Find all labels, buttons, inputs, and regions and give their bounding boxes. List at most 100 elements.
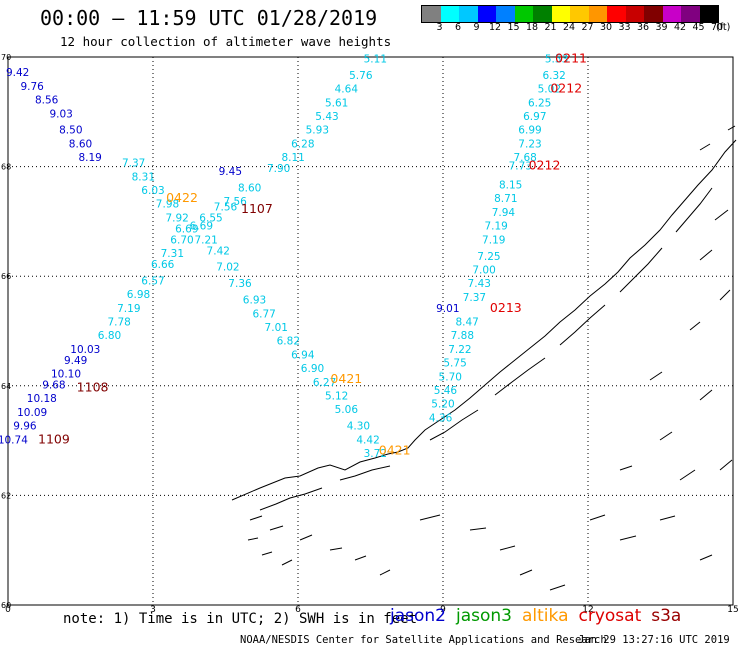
wave-height-value: 9.76 <box>20 81 44 93</box>
legend-cryosat: cryosat <box>578 606 642 626</box>
wave-height-value: 8.50 <box>59 125 82 137</box>
wave-height-value: 6.80 <box>98 330 121 342</box>
colorbar-swatch <box>440 6 459 22</box>
colorbar-swatch <box>477 6 496 22</box>
colorbar <box>421 5 719 23</box>
colorbar-swatch <box>625 6 644 22</box>
colorbar-label: 9 <box>473 22 480 33</box>
colorbar-label: 30 <box>599 22 613 33</box>
wave-height-value: 7.43 <box>468 278 491 290</box>
pass-time-labels: 0211 0212 0212 0213 0422 1107 0421 0421 1108 1109 <box>38 50 587 457</box>
wave-height-value: 6.97 <box>523 111 546 123</box>
wave-height-value: 6.32 <box>542 70 565 82</box>
wave-height-value: 4.36 <box>429 412 453 424</box>
satellite-legend: jason2 jason3 altika cryosat s3a <box>390 606 691 626</box>
colorbar-swatch <box>588 6 607 22</box>
wave-height-value: 7.37 <box>122 158 145 170</box>
wave-height-value: 7.73 <box>509 160 532 172</box>
wave-height-value: 5.06 <box>335 404 359 416</box>
wave-height-value: 6.57 <box>141 275 164 287</box>
colorbar-label: 12 <box>488 22 502 33</box>
pass-time-label: 0421 <box>379 442 411 457</box>
map-frame <box>7 56 734 606</box>
wave-height-value: 3.72 <box>364 448 387 460</box>
wave-height-value: 7.88 <box>451 330 474 342</box>
colorbar-label: 27 <box>581 22 594 33</box>
axis-tick-labels: 0 3 6 9 12 15 60 62 64 66 68 70 <box>1 53 739 615</box>
wave-height-value: 7.92 <box>165 212 188 224</box>
colorbar-swatch <box>551 6 570 22</box>
wave-height-value: 7.31 <box>161 248 184 260</box>
colorbar-label: 24 <box>562 22 576 33</box>
wave-height-value: 10.74 <box>0 434 28 446</box>
wave-height-value: 10.10 <box>51 369 81 381</box>
wave-height-value: 6.82 <box>277 336 300 348</box>
wave-height-value: 7.42 <box>207 245 230 257</box>
colorbar-swatch <box>699 6 718 22</box>
colorbar-label: 70 <box>710 22 724 33</box>
wave-height-value: 5.76 <box>349 70 373 82</box>
wave-height-value: 9.45 <box>219 166 242 178</box>
wave-height-value: 5.75 <box>443 358 466 370</box>
credit-line: NOAA/NESDIS Center for Satellite Applica… <box>240 634 607 646</box>
wave-height-value: 5.11 <box>364 53 387 65</box>
wave-height-value: 6.27 <box>313 377 336 389</box>
wave-height-value: 5.12 <box>325 391 348 403</box>
wave-height-value: 7.19 <box>484 221 507 233</box>
wave-height-value: 7.78 <box>107 317 130 329</box>
pass-time-label: 1109 <box>38 431 70 446</box>
y-tick-label: 60 <box>1 601 11 610</box>
wave-height-value: 5.61 <box>325 97 348 109</box>
wave-height-value: 7.36 <box>228 278 252 290</box>
legend-jason2: jason2 <box>390 606 446 626</box>
colorbar-swatch <box>681 6 700 22</box>
wave-height-value: 8.31 <box>132 171 155 183</box>
wave-height-value: 8.71 <box>494 193 517 205</box>
wave-height-value: 6.03 <box>141 185 164 197</box>
wave-height-value: 8.19 <box>78 152 101 164</box>
colorbar-label: 18 <box>525 22 539 33</box>
wave-height-value: 8.60 <box>238 182 261 194</box>
wave-height-values: 5.11 5.76 4.645.61 5.43 5.936.28 8.117.90 8.60… <box>0 53 568 460</box>
wave-height-value: 4.30 <box>347 421 370 433</box>
wave-height-value: 6.94 <box>291 349 315 361</box>
x-tick-label: 3 <box>150 605 156 615</box>
y-tick-label: 66 <box>1 272 11 281</box>
colorbar-swatch <box>514 6 533 22</box>
wave-height-value: 7.90 <box>267 163 290 175</box>
wave-height-value: 10.09 <box>17 407 47 419</box>
coastline <box>231 125 737 591</box>
wave-height-value: 5.53 <box>545 53 568 65</box>
legend-altika: altika <box>522 606 569 626</box>
wave-height-value: 8.47 <box>455 317 478 329</box>
wave-height-value: 5.02 <box>538 84 561 96</box>
wave-height-value: 10.18 <box>27 393 57 405</box>
colorbar-swatch <box>662 6 681 22</box>
wave-height-value: 6.70 <box>170 234 193 246</box>
wave-height-value: 5.46 <box>434 385 458 397</box>
y-tick-label: 62 <box>1 491 11 500</box>
wave-height-value: 7.02 <box>216 262 239 274</box>
wave-height-value: 6.28 <box>291 138 314 150</box>
colorbar-label: 36 <box>636 22 650 33</box>
y-tick-label: 64 <box>1 382 11 391</box>
wave-height-value: 9.68 <box>42 380 65 392</box>
wave-height-value: 9.03 <box>49 108 72 120</box>
wave-height-value: 4.64 <box>335 84 359 96</box>
wave-height-value: 9.42 <box>6 67 29 79</box>
pass-time-label: 0422 <box>166 190 198 205</box>
graticule <box>7 56 734 606</box>
wave-height-value: 7.19 <box>117 303 140 315</box>
colorbar-swatch <box>533 6 552 22</box>
pass-time-label: 1108 <box>77 379 109 394</box>
generation-timestamp: Jan 29 13:27:16 UTC 2019 <box>578 634 730 646</box>
x-tick-label: 6 <box>295 605 301 615</box>
colorbar-label: 42 <box>673 22 687 33</box>
wave-height-value: 9.96 <box>13 421 37 433</box>
colorbar-label: 45 <box>692 22 705 33</box>
x-tick-label: 0 <box>5 605 11 615</box>
colorbar-label: 33 <box>618 22 631 33</box>
wave-height-value: 7.94 <box>492 207 516 219</box>
wave-height-value: 6.93 <box>243 295 266 307</box>
colorbar-swatch <box>644 6 663 22</box>
